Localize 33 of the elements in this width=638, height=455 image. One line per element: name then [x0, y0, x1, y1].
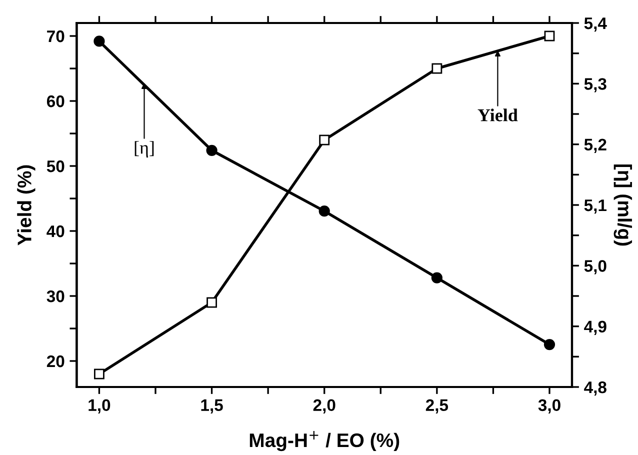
point — [94, 36, 105, 47]
y-tick-label: 40 — [46, 225, 64, 238]
point — [432, 63, 442, 74]
point — [206, 297, 217, 308]
y2-tick-label: 5,1 — [584, 200, 607, 214]
y2-axis-title: [η] (ml/g) — [614, 164, 632, 246]
y-tick-label: 50 — [46, 160, 64, 172]
y-tick-label: 20 — [46, 355, 64, 368]
y-tick-label: 60 — [46, 95, 64, 108]
point — [94, 368, 104, 380]
x-tick-label: 2,0 — [313, 399, 336, 414]
y2-tick-label: 5,0 — [584, 260, 606, 274]
y-tick-label: 30 — [46, 290, 64, 302]
x-tick-label: 3,0 — [538, 399, 560, 414]
y-tick-label: 70 — [47, 30, 64, 42]
point — [206, 144, 218, 156]
y2-tick-label: 5,3 — [584, 78, 606, 92]
y2-tick-label: 5,2 — [584, 138, 606, 153]
y-axis-title: Yield (%) — [17, 165, 36, 246]
x-tick-label: 1,0 — [88, 399, 110, 414]
x-tick-label: 2,5 — [426, 399, 448, 414]
y2-tick-label: 4,8 — [584, 381, 606, 396]
point — [544, 30, 555, 42]
x-axis-title: Mag-H$^{+}$ / EO (%) — [250, 431, 400, 452]
x-tick-label: 1,5 — [201, 399, 223, 414]
annotation: Yield — [478, 108, 518, 122]
y2-tick-label: 5,4 — [584, 18, 607, 32]
point — [319, 134, 330, 146]
annotation: [η] — [134, 141, 154, 158]
point — [431, 272, 442, 284]
point — [318, 206, 330, 217]
y2-tick-label: 4,9 — [584, 320, 606, 335]
point — [544, 338, 556, 350]
